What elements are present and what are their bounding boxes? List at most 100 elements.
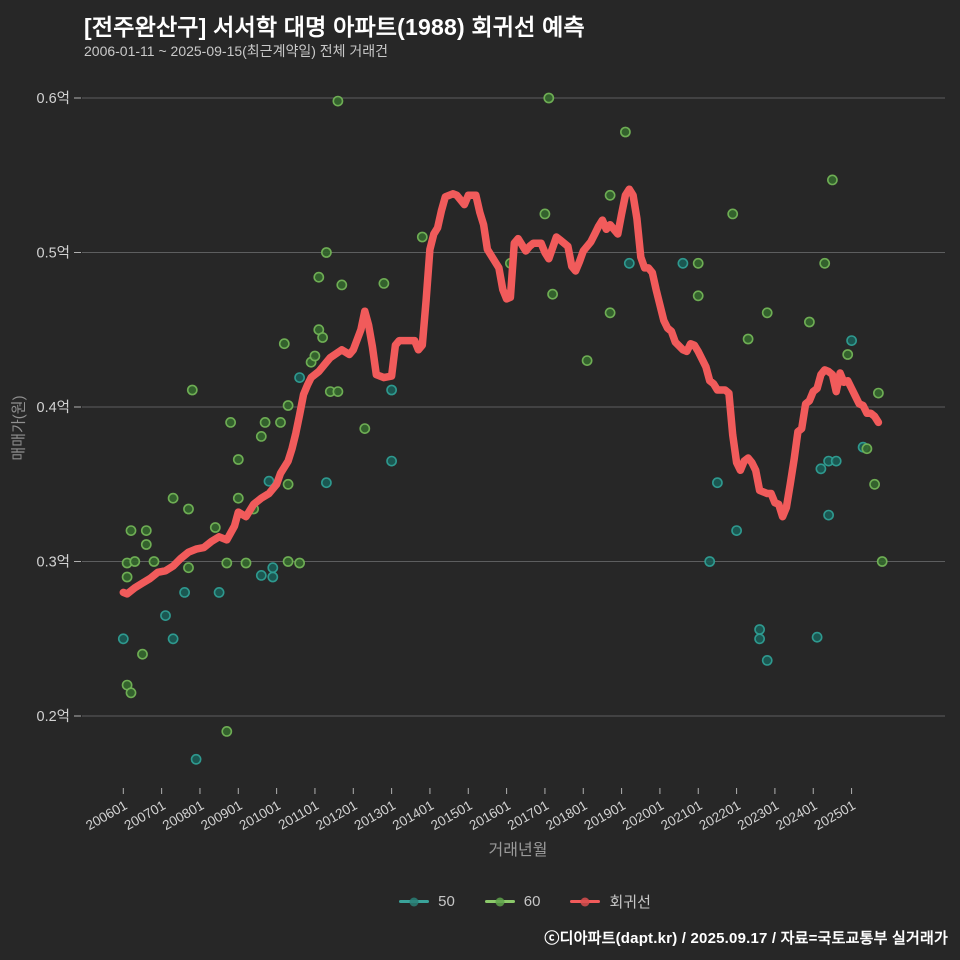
x-tick-label: 201501 <box>428 798 475 834</box>
data-point-50[interactable] <box>190 753 202 765</box>
data-point-60[interactable] <box>313 271 325 283</box>
data-point-50[interactable] <box>320 477 332 489</box>
data-point-60[interactable] <box>282 478 294 490</box>
data-point-60[interactable] <box>761 307 773 319</box>
data-point-60[interactable] <box>742 333 754 345</box>
data-point-60[interactable] <box>547 288 558 300</box>
data-point-60[interactable] <box>183 503 194 515</box>
data-point-60[interactable] <box>692 257 704 269</box>
data-point-50[interactable] <box>712 477 723 489</box>
data-point-60[interactable] <box>861 443 873 455</box>
legend-item-50[interactable]: 50 <box>399 893 455 910</box>
data-point-60[interactable] <box>581 355 593 366</box>
data-point-50[interactable] <box>830 455 842 467</box>
data-point-50[interactable] <box>386 384 397 396</box>
data-point-60[interactable] <box>221 726 233 737</box>
x-tick-label: 201201 <box>313 798 360 834</box>
x-tick-label: 202201 <box>697 798 744 834</box>
y-tick-label: 0.4억 <box>37 399 71 416</box>
data-point-50[interactable] <box>815 463 827 475</box>
data-point-60[interactable] <box>416 231 428 243</box>
price-scatter-plot: 0.6억0.5억0.4억0.3억0.2억20060120070120080120… <box>37 90 945 834</box>
data-point-50[interactable] <box>811 631 823 643</box>
y-axis-title: 매매가(원) <box>10 395 28 461</box>
legend-item-60[interactable]: 60 <box>484 893 540 910</box>
data-point-50[interactable] <box>386 455 397 467</box>
data-point-60[interactable] <box>140 525 152 536</box>
data-point-50[interactable] <box>704 556 716 567</box>
data-point-60[interactable] <box>873 387 884 399</box>
data-point-60[interactable] <box>309 350 321 362</box>
data-point-60[interactable] <box>819 257 831 269</box>
data-point-50[interactable] <box>294 372 305 383</box>
data-point-50[interactable] <box>267 571 279 583</box>
data-point-50[interactable] <box>179 587 190 598</box>
data-point-50[interactable] <box>823 509 834 521</box>
data-point-60[interactable] <box>604 307 616 319</box>
data-point-60[interactable] <box>232 492 244 504</box>
data-point-60[interactable] <box>876 556 888 567</box>
data-point-50[interactable] <box>255 570 267 581</box>
data-point-50[interactable] <box>117 633 129 645</box>
data-point-60[interactable] <box>125 687 137 699</box>
data-point-50[interactable] <box>263 475 275 487</box>
data-point-60[interactable] <box>282 400 294 411</box>
data-point-60[interactable] <box>842 349 854 360</box>
data-point-50[interactable] <box>623 257 635 269</box>
data-point-60[interactable] <box>129 556 141 567</box>
data-point-60[interactable] <box>255 430 267 442</box>
data-point-50[interactable] <box>267 562 279 574</box>
x-tick-label: 201601 <box>467 798 514 834</box>
data-point-60[interactable] <box>137 648 148 660</box>
legend-item-regression[interactable]: 회귀선 <box>570 891 651 912</box>
data-point-50[interactable] <box>213 587 225 598</box>
data-point-60[interactable] <box>320 247 332 258</box>
data-point-60[interactable] <box>332 386 344 397</box>
data-point-50[interactable] <box>677 257 689 269</box>
y-tick-label: 0.2억 <box>37 708 71 725</box>
data-point-60[interactable] <box>332 95 344 107</box>
data-point-60[interactable] <box>183 562 194 574</box>
data-point-50[interactable] <box>754 633 765 645</box>
data-point-50[interactable] <box>167 633 179 645</box>
data-point-60[interactable] <box>543 92 555 104</box>
data-point-50[interactable] <box>761 655 773 666</box>
data-point-60[interactable] <box>539 208 551 220</box>
data-point-60[interactable] <box>209 522 221 533</box>
data-point-60[interactable] <box>282 556 294 567</box>
data-point-60[interactable] <box>604 189 616 201</box>
regression-line <box>119 185 883 598</box>
data-point-60[interactable] <box>827 174 838 186</box>
x-tick-label: 200601 <box>83 798 130 834</box>
data-point-50[interactable] <box>846 335 857 346</box>
data-point-60[interactable] <box>121 571 133 583</box>
data-point-60[interactable] <box>167 492 179 504</box>
data-point-60[interactable] <box>692 290 704 302</box>
data-point-60[interactable] <box>148 556 160 567</box>
data-point-60[interactable] <box>727 208 739 220</box>
data-point-60[interactable] <box>275 416 286 428</box>
data-point-60[interactable] <box>359 423 371 434</box>
data-point-60[interactable] <box>259 416 271 428</box>
data-point-60[interactable] <box>317 332 328 343</box>
data-point-60[interactable] <box>125 525 137 536</box>
data-point-60[interactable] <box>221 557 233 569</box>
data-point-50[interactable] <box>731 525 742 536</box>
data-point-60[interactable] <box>278 338 290 350</box>
data-point-60[interactable] <box>240 557 252 569</box>
x-tick-label: 202001 <box>620 798 667 834</box>
data-point-50[interactable] <box>160 610 171 621</box>
y-tick-label: 0.5억 <box>37 245 71 262</box>
data-point-60[interactable] <box>140 539 152 550</box>
data-point-60[interactable] <box>294 557 305 569</box>
x-axis-title: 거래년월 <box>488 842 548 859</box>
data-point-60[interactable] <box>804 316 815 328</box>
data-point-60[interactable] <box>336 279 348 291</box>
data-point-60[interactable] <box>869 478 880 490</box>
data-point-50[interactable] <box>754 624 765 635</box>
data-point-60[interactable] <box>232 454 244 465</box>
data-point-60[interactable] <box>225 416 236 428</box>
data-point-60[interactable] <box>378 277 390 289</box>
data-point-60[interactable] <box>186 384 198 396</box>
data-point-60[interactable] <box>620 126 631 138</box>
